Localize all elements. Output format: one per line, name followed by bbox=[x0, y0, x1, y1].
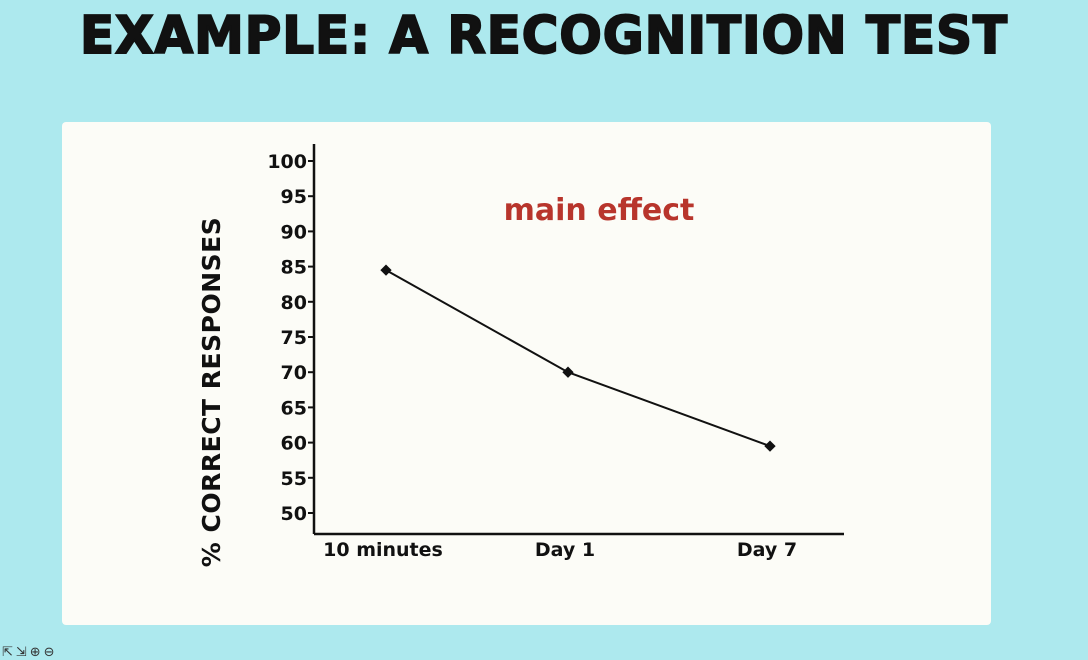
data-point bbox=[562, 366, 574, 378]
line-chart: 50 55 60 65 70 75 80 85 90 95 100 10 minutes Day 1 D… bbox=[197, 144, 844, 567]
main-effect-annotation: main effect bbox=[504, 193, 695, 228]
y-tick-label: 65 bbox=[281, 397, 307, 419]
x-tick-label: Day 1 bbox=[535, 539, 595, 561]
y-tick-label: 100 bbox=[267, 151, 307, 173]
y-axis-label: % CORRECT RESPONSES bbox=[197, 217, 226, 567]
slide-title: EXAMPLE: A RECOGNITION TEST bbox=[79, 5, 1008, 67]
series-line bbox=[385, 269, 771, 448]
y-tick-label: 85 bbox=[281, 257, 307, 279]
y-tick-label: 75 bbox=[281, 327, 307, 349]
y-tick-label: 50 bbox=[281, 503, 307, 525]
chart-card: 50 55 60 65 70 75 80 85 90 95 100 10 minutes Day 1 D… bbox=[62, 122, 991, 625]
y-tick-label: 70 bbox=[281, 362, 307, 384]
y-tick-label: 80 bbox=[281, 292, 307, 314]
x-tick-label: 10 minutes bbox=[323, 539, 443, 561]
y-tick-label: 55 bbox=[281, 468, 307, 490]
data-point bbox=[380, 264, 392, 276]
presentation-toolbar[interactable]: ⇱⇲⊕⊖ bbox=[2, 645, 58, 660]
y-tick-label: 60 bbox=[281, 433, 307, 455]
data-point bbox=[764, 440, 776, 452]
y-tick-label: 95 bbox=[281, 186, 307, 208]
y-tick-label: 90 bbox=[281, 221, 307, 243]
x-tick-label: Day 7 bbox=[737, 539, 797, 561]
